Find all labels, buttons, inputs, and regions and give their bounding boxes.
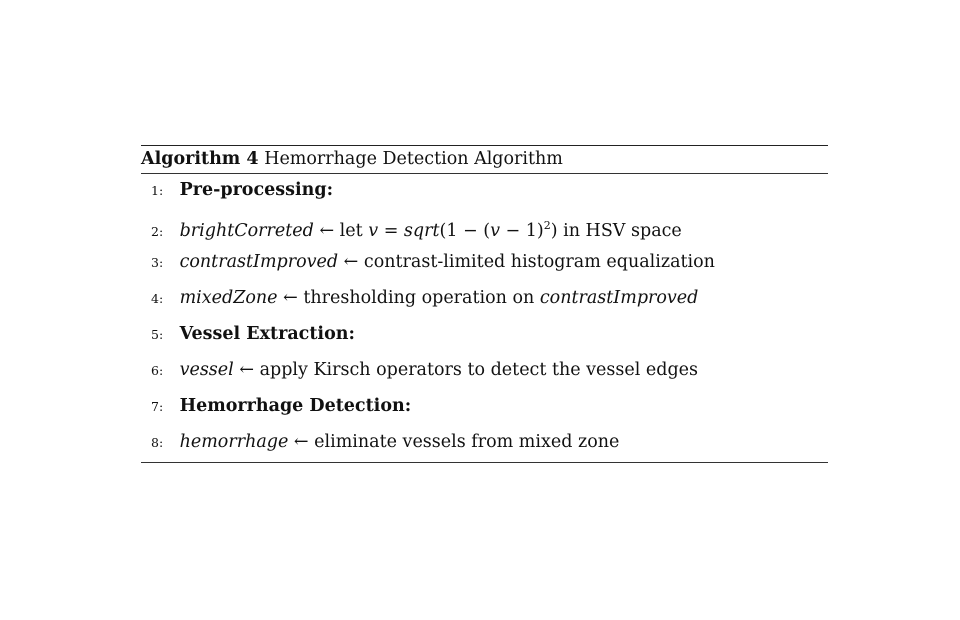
step-text: − 1) xyxy=(499,220,544,241)
line-number: 4: xyxy=(151,291,164,306)
algorithm-step-8: 8: hemorrhage ← eliminate vessels from m… xyxy=(141,429,828,455)
step-heading: Vessel Extraction: xyxy=(179,324,355,344)
step-text: contrast-limited histogram equalization xyxy=(358,252,715,272)
assign-arrow: ← xyxy=(293,432,309,452)
algorithm-caption: Algorithm 4 Hemorrhage Detection Algorit… xyxy=(141,146,828,173)
algorithm-step-4: 4: mixedZone ← thresholding operation on… xyxy=(141,285,828,321)
caption-rule xyxy=(141,173,828,174)
assign-arrow: ← xyxy=(319,220,335,241)
algorithm-step-2: 2: brightCorreted ← let v = sqrt(1 − (v … xyxy=(141,213,828,249)
assign-arrow: ← xyxy=(239,360,254,380)
math-func: sqrt xyxy=(403,220,440,241)
algorithm-step-7: 7: Hemorrhage Detection: xyxy=(141,393,828,429)
exponent: 2 xyxy=(543,219,551,232)
line-number: 5: xyxy=(151,327,164,342)
line-number: 6: xyxy=(151,363,164,378)
algorithm-title: Hemorrhage Detection Algorithm xyxy=(264,149,563,169)
assign-arrow: ← xyxy=(283,288,298,308)
variable-name: hemorrhage xyxy=(179,432,289,452)
step-text: let xyxy=(334,220,369,241)
math-var: v xyxy=(368,220,379,241)
algorithm-step-3: 3: contrastImproved ← contrast-limited h… xyxy=(141,249,828,285)
variable-name: mixedZone xyxy=(179,288,278,308)
variable-name: contrastImproved xyxy=(179,252,339,272)
step-text: thresholding operation on xyxy=(297,288,540,308)
step-text: (1 − ( xyxy=(439,220,491,241)
top-rule xyxy=(141,145,828,146)
step-text: eliminate vessels from mixed zone xyxy=(308,432,620,452)
bottom-rule xyxy=(141,462,828,463)
variable-name: contrastImproved xyxy=(539,288,699,308)
line-number: 7: xyxy=(151,399,164,414)
step-heading: Hemorrhage Detection: xyxy=(179,396,412,416)
assign-arrow: ← xyxy=(343,252,359,272)
step-text: apply Kirsch operators to detect the ves… xyxy=(254,360,698,380)
variable-name: vessel xyxy=(179,360,234,380)
line-number: 3: xyxy=(151,255,164,270)
line-number: 8: xyxy=(151,435,164,450)
algorithm-block: Algorithm 4 Hemorrhage Detection Algorit… xyxy=(141,145,828,463)
math-var: v xyxy=(490,220,500,241)
step-text: ) in HSV space xyxy=(550,220,682,241)
variable-name: brightCorreted xyxy=(179,220,314,241)
line-number: 2: xyxy=(151,223,164,239)
step-text: = xyxy=(378,220,404,241)
line-number: 1: xyxy=(151,183,164,198)
algorithm-step-1: 1: Pre-processing: xyxy=(141,177,828,213)
algorithm-label: Algorithm 4 xyxy=(141,149,259,169)
algorithm-step-5: 5: Vessel Extraction: xyxy=(141,321,828,357)
step-heading: Pre-processing: xyxy=(179,180,334,200)
algorithm-step-6: 6: vessel ← apply Kirsch operators to de… xyxy=(141,357,828,393)
